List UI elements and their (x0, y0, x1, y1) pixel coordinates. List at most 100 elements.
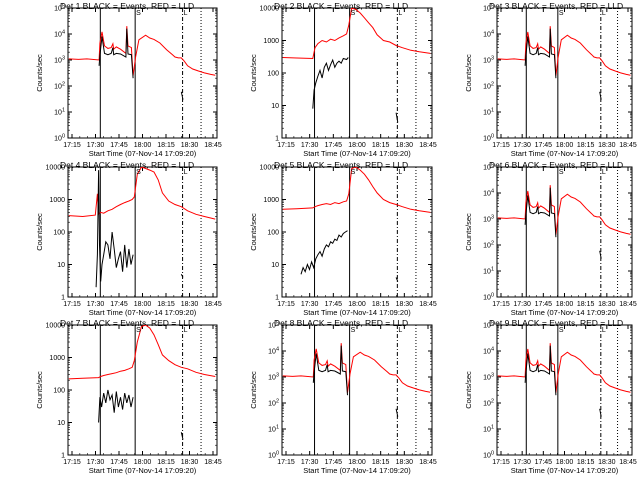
x-axis-label: Start Time (07-Nov-14 17:09:20) (89, 308, 197, 317)
x-tick-label: 18:00 (556, 301, 574, 308)
panel-title: Det 3 BLACK = Events, RED = LLD (489, 1, 623, 11)
y-tick-label: 102 (54, 82, 65, 91)
lld-series (68, 167, 216, 220)
y-axis-label: Counts/sec (249, 213, 258, 251)
y-axis-label: Counts/sec (464, 213, 473, 251)
y-tick-label: 10000 (260, 165, 280, 172)
x-axis-label: Start Time (07-Nov-14 17:09:20) (511, 466, 619, 475)
x-tick-label: 17:30 (87, 301, 105, 308)
marker-letter-s: S (351, 327, 356, 334)
marker-letter-s: S (351, 169, 356, 176)
y-tick-label: 1 (275, 136, 279, 143)
y-tick-label: 104 (483, 189, 494, 198)
y-tick-label: 10 (271, 103, 279, 110)
panel-det-2: Det 2 BLACK = Events, RED = LLD 1 10 100 100… (249, 1, 437, 158)
lld-series (282, 8, 431, 60)
y-axis-label: Counts/sec (249, 54, 258, 92)
y-tick-label: 103 (483, 373, 494, 382)
marker-letter-s: S (559, 10, 564, 17)
panel-title: Det 5 BLACK = Events, RED = LLD (274, 160, 408, 170)
plot-frame (67, 7, 218, 139)
y-tick-label: 10 (57, 420, 65, 427)
x-tick-label: 17:45 (110, 301, 128, 308)
y-tick-label: 102 (483, 399, 494, 408)
y-tick-label: 10000 (260, 6, 280, 13)
events-series (395, 277, 399, 282)
x-tick-label: 17:45 (110, 459, 128, 466)
events-series (95, 170, 134, 288)
x-tick-label: 18:00 (556, 142, 574, 149)
plot-frame (281, 324, 433, 456)
events-series (524, 345, 557, 396)
y-axis-label: Counts/sec (35, 371, 44, 409)
y-axis-label: Counts/sec (464, 54, 473, 92)
x-tick-label: 17:45 (535, 301, 553, 308)
y-tick-label: 1000 (263, 197, 279, 204)
x-tick-label: 17:30 (87, 142, 105, 149)
x-tick-label: 17:30 (513, 142, 531, 149)
panel-det-6: Det 6 BLACK = Events, RED = LLD 100 101 102… (464, 160, 637, 317)
y-tick-label: 103 (54, 56, 65, 65)
y-tick-label: 101 (268, 425, 279, 434)
lld-series (497, 343, 631, 393)
x-tick-label: 18:15 (577, 301, 595, 308)
events-series (395, 408, 399, 417)
marker-letter-s: S (136, 327, 141, 334)
events-series (524, 187, 557, 238)
x-tick-label: 18:15 (157, 459, 175, 466)
marker-letter-s: S (559, 169, 564, 176)
marker-letter-s: S (136, 169, 141, 176)
y-tick-label: 101 (54, 108, 65, 117)
x-tick-label: 17:30 (301, 459, 319, 466)
x-tick-label: 17:45 (325, 459, 343, 466)
plot-frame (281, 166, 433, 298)
y-tick-label: 100 (267, 71, 279, 78)
events-series (98, 28, 134, 79)
lld-series (497, 26, 631, 76)
x-axis-label: Start Time (07-Nov-14 17:09:20) (89, 149, 197, 158)
x-tick-label: 18:15 (372, 459, 390, 466)
x-tick-label: 18:00 (134, 301, 152, 308)
x-tick-label: 18:15 (372, 301, 390, 308)
y-tick-label: 1 (61, 453, 65, 460)
x-tick-label: 18:00 (556, 459, 574, 466)
marker-letter-s: S (351, 10, 356, 17)
y-tick-label: 100 (483, 134, 494, 143)
x-tick-label: 17:45 (535, 142, 553, 149)
y-tick-label: 1000 (263, 38, 279, 45)
y-tick-label: 100 (267, 230, 279, 237)
y-tick-label: 1000 (49, 197, 65, 204)
x-tick-label: 18:45 (619, 301, 637, 308)
y-tick-label: 105 (483, 4, 494, 13)
x-tick-label: 18:00 (348, 301, 366, 308)
x-tick-label: 17:30 (301, 301, 319, 308)
panel-det-7: Det 7 BLACK = Events, RED = LLD 1 10 100 100… (35, 318, 222, 475)
events-series (312, 57, 349, 109)
y-tick-label: 104 (54, 30, 65, 39)
events-series (524, 28, 557, 79)
y-tick-label: 1 (275, 295, 279, 302)
x-tick-label: 17:30 (87, 459, 105, 466)
y-tick-label: 105 (54, 4, 65, 13)
plot-frame (496, 166, 633, 298)
y-tick-label: 105 (483, 163, 494, 172)
events-series (300, 230, 348, 275)
x-tick-label: 18:15 (577, 459, 595, 466)
events-series (98, 389, 134, 423)
x-tick-label: 18:45 (204, 301, 222, 308)
x-tick-label: 18:30 (396, 142, 414, 149)
lld-series (282, 167, 431, 213)
x-axis-label: Start Time (07-Nov-14 17:09:20) (303, 308, 411, 317)
marker-letter-l: L (602, 327, 606, 334)
panel-det-4: Det 4 BLACK = Events, RED = LLD 1 10 100 100… (35, 160, 222, 317)
x-tick-label: 18:45 (419, 459, 437, 466)
x-tick-label: 18:00 (134, 142, 152, 149)
marker-letter-l: L (398, 169, 402, 176)
y-tick-label: 100 (53, 230, 65, 237)
plot-frame (281, 7, 433, 139)
marker-letter-l: L (602, 10, 606, 17)
marker-letter-l: L (398, 327, 402, 334)
events-series (180, 274, 184, 278)
marker-letter-l: L (184, 327, 188, 334)
x-tick-label: 18:45 (619, 142, 637, 149)
